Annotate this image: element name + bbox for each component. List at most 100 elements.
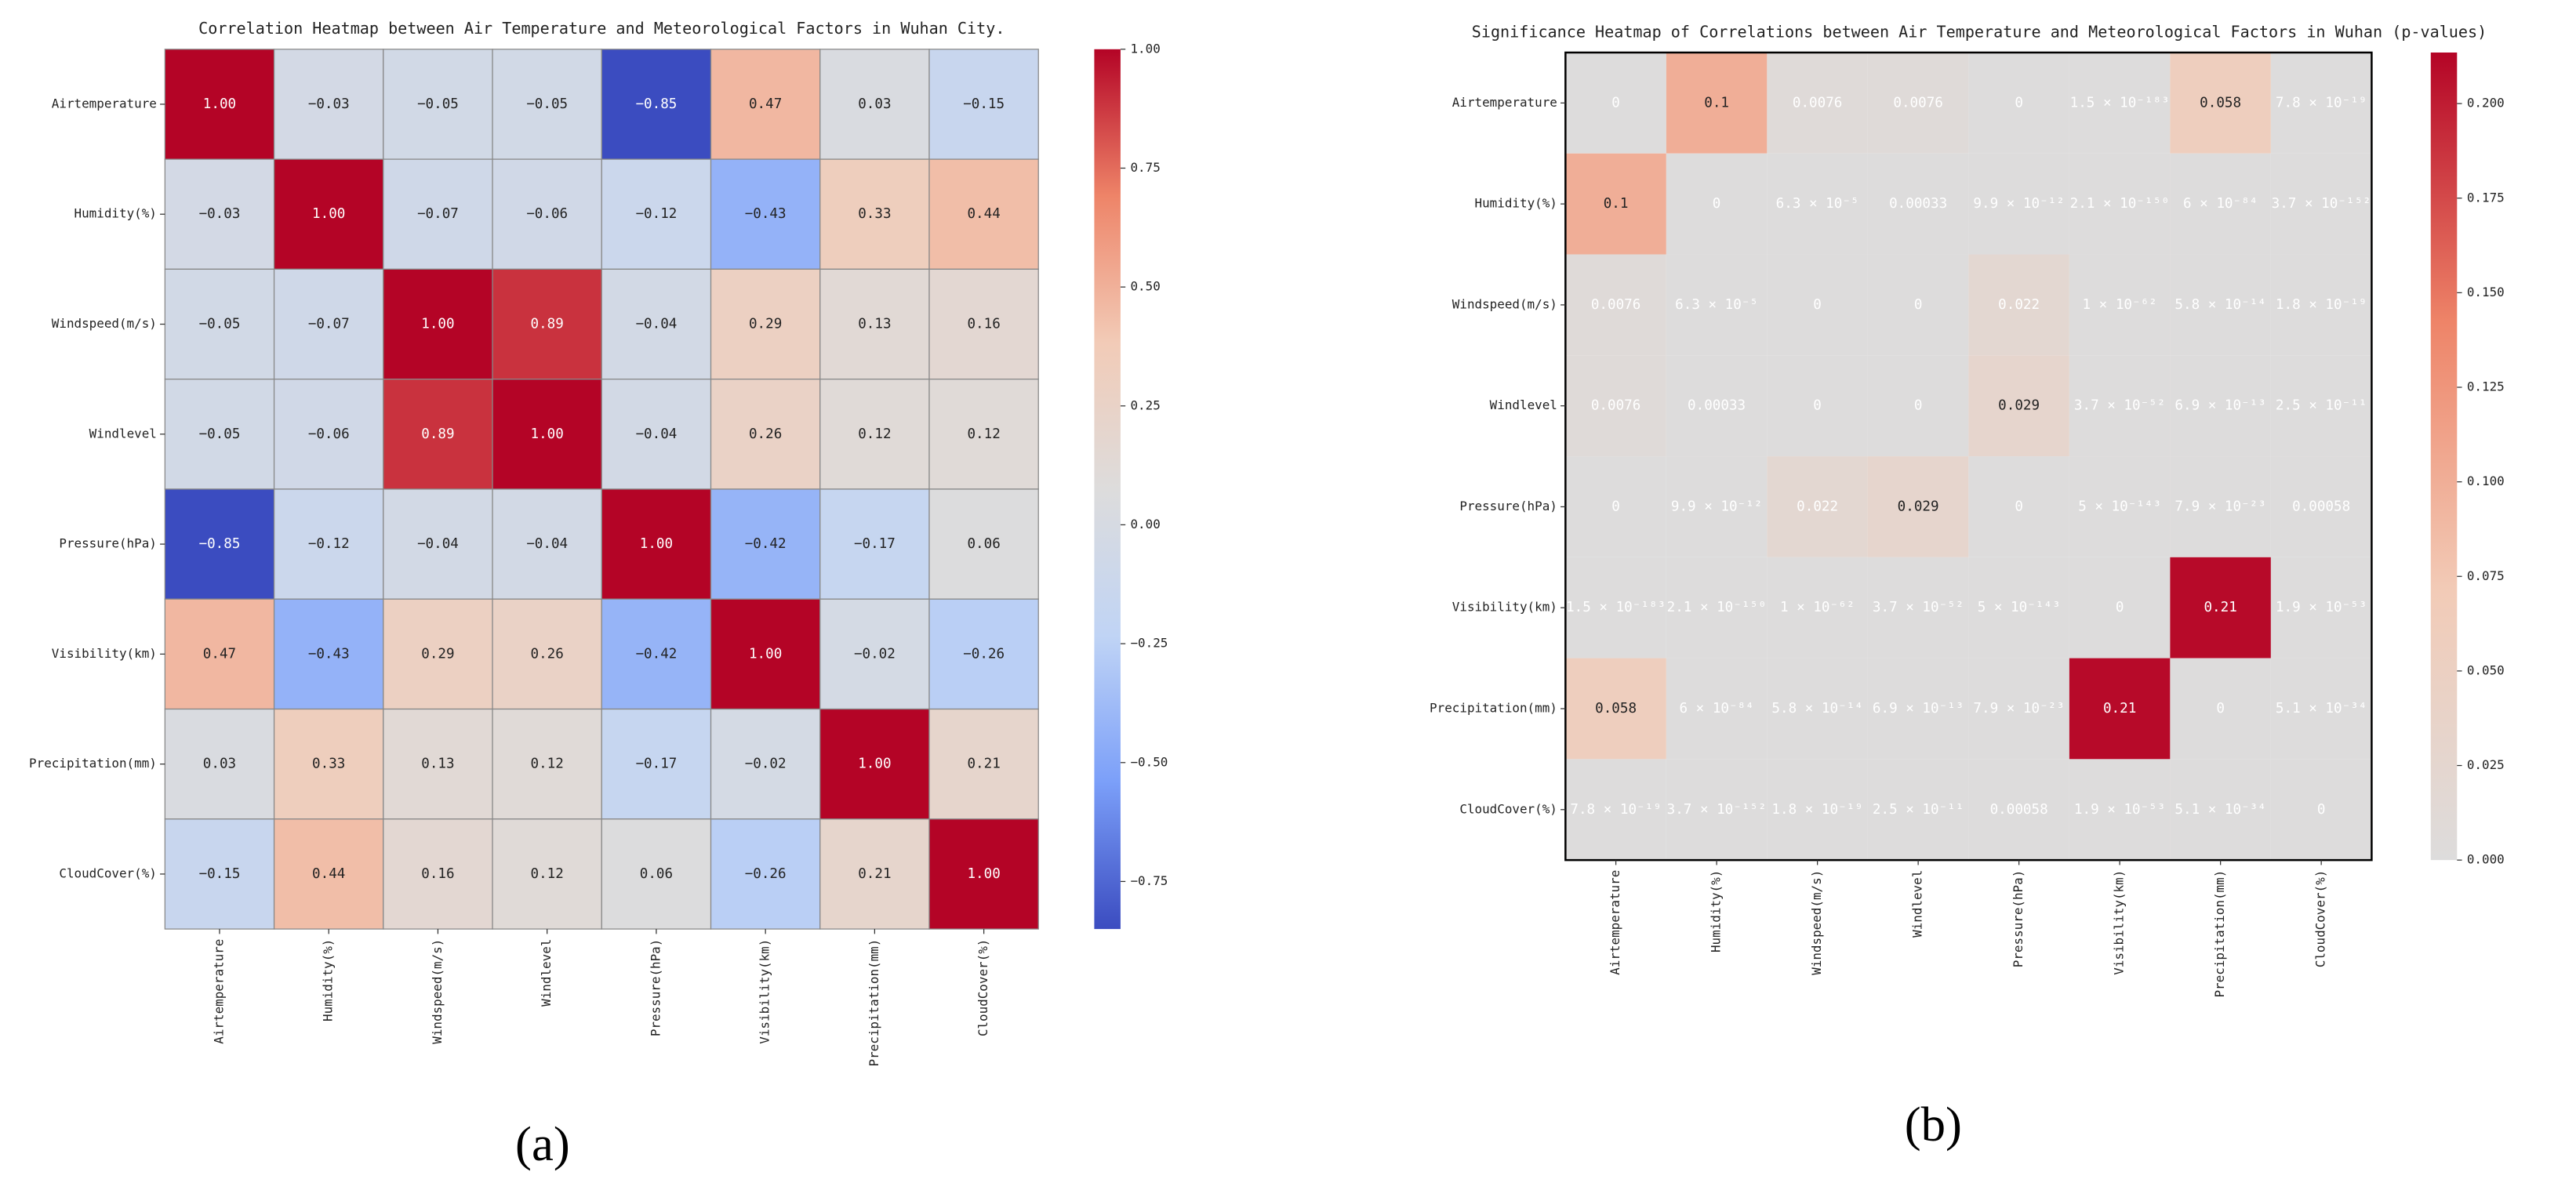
heatmap-cell bbox=[1666, 355, 1768, 457]
heatmap-cell bbox=[1565, 53, 1666, 154]
heatmap-cell bbox=[601, 268, 712, 380]
heatmap-cell bbox=[601, 49, 712, 160]
heatmap-cell bbox=[1666, 759, 1768, 861]
cell-label: 0 bbox=[2015, 499, 2023, 514]
heatmap-cell bbox=[383, 268, 493, 380]
cell-label: 9.9 × 10⁻¹² bbox=[1973, 196, 2064, 212]
cell-label: −0.43 bbox=[308, 646, 350, 662]
cell-label: 0.0076 bbox=[1793, 95, 1843, 111]
heatmap-cell bbox=[1767, 254, 1868, 356]
cell-label: 0 bbox=[2317, 802, 2326, 818]
cell-label: −0.42 bbox=[635, 646, 677, 662]
cell-label: −0.07 bbox=[417, 206, 459, 222]
cell-label: 6 × 10⁻⁸⁴ bbox=[2183, 196, 2258, 212]
heatmap-cell bbox=[1767, 658, 1868, 760]
heatmap-cell bbox=[710, 818, 821, 930]
x-tick-label: Airtemperature bbox=[1608, 870, 1622, 975]
heatmap-cell bbox=[1565, 153, 1666, 255]
heatmap-cell bbox=[383, 818, 493, 930]
cell-label: 0.16 bbox=[967, 317, 1000, 332]
heatmap-cell bbox=[710, 49, 821, 160]
heatmap-cell bbox=[1565, 355, 1666, 457]
x-tick-label: CloudCover(%) bbox=[976, 939, 990, 1037]
heatmap-cell bbox=[273, 49, 384, 160]
cell-label: 5 × 10⁻¹⁴³ bbox=[2078, 499, 2161, 514]
heatmap-cell bbox=[601, 598, 712, 710]
cell-label: 0 bbox=[1713, 196, 1721, 212]
heatmap-cell bbox=[164, 49, 275, 160]
heatmap-cell bbox=[273, 598, 384, 710]
cell-label: 1.00 bbox=[421, 317, 454, 332]
heatmap-cell bbox=[1867, 254, 1969, 356]
cell-label: 0.058 bbox=[1595, 701, 1637, 717]
cell-label: −0.85 bbox=[199, 536, 241, 552]
cell-label: −0.07 bbox=[308, 317, 350, 332]
heatmap-cell bbox=[1968, 759, 2069, 861]
heatmap-cell bbox=[383, 598, 493, 710]
heatmap-cell bbox=[1666, 254, 1768, 356]
heatmap-cell bbox=[1968, 557, 2069, 658]
heatmap-cell bbox=[2170, 355, 2271, 457]
heatmap-cell bbox=[273, 158, 384, 270]
heatmap-cell bbox=[601, 379, 712, 490]
cell-label: 0.21 bbox=[858, 866, 891, 882]
heatmap-cell bbox=[1968, 456, 2069, 557]
x-tick-label: Windlevel bbox=[1910, 870, 1925, 938]
cell-label: 7.8 × 10⁻¹⁹ bbox=[1570, 802, 1661, 818]
colorbar-tick-label: 0.100 bbox=[2467, 473, 2505, 488]
heatmap-cell bbox=[2170, 456, 2271, 557]
heatmap-cell bbox=[2069, 658, 2171, 760]
cell-label: 0 bbox=[1914, 398, 1923, 414]
cell-label: 0.47 bbox=[749, 96, 782, 112]
x-tick-label: Visibility(km) bbox=[2112, 870, 2127, 975]
colorbar-tick-label: 0.150 bbox=[2467, 285, 2505, 299]
heatmap-cell bbox=[1666, 153, 1768, 255]
x-tick-label: Windspeed(m/s) bbox=[1809, 870, 1824, 975]
heatmap-cell bbox=[928, 818, 1039, 930]
heatmap-cell bbox=[1666, 557, 1768, 658]
cell-label: 0.058 bbox=[2200, 95, 2241, 111]
cell-label: 5.8 × 10⁻¹⁴ bbox=[1771, 701, 1862, 717]
colorbar-tick-label: 0.50 bbox=[1130, 279, 1160, 294]
cell-label: 0 bbox=[1914, 297, 1923, 313]
cell-label: 1.00 bbox=[531, 426, 564, 442]
cell-label: −0.15 bbox=[963, 96, 1005, 112]
cell-label: −0.26 bbox=[745, 866, 787, 882]
heatmap-cell bbox=[2170, 759, 2271, 861]
y-tick-label: Precipitation(mm) bbox=[1430, 700, 1557, 715]
cell-label: −0.17 bbox=[635, 756, 677, 772]
cell-label: 0.12 bbox=[531, 866, 564, 882]
heatmap-cell bbox=[1867, 456, 1969, 557]
heatmap-cell bbox=[2270, 557, 2372, 658]
cell-label: 2.1 × 10⁻¹⁵⁰ bbox=[1667, 600, 1767, 615]
heatmap-cell bbox=[710, 598, 821, 710]
y-tick-label: Pressure(hPa) bbox=[1459, 499, 1557, 513]
cell-label: −0.04 bbox=[635, 426, 677, 442]
heatmap-cell bbox=[2170, 557, 2271, 658]
cell-label: 3.7 × 10⁻⁵² bbox=[2074, 398, 2165, 414]
cell-label: 6 × 10⁻⁸⁴ bbox=[1679, 701, 1753, 717]
y-tick-label: Precipitation(mm) bbox=[29, 756, 157, 771]
heatmap-cell bbox=[1565, 456, 1666, 557]
cell-label: 0.89 bbox=[421, 426, 454, 442]
heatmap-cell bbox=[1767, 355, 1868, 457]
cell-label: 0.21 bbox=[2103, 701, 2136, 717]
heatmap-cell bbox=[2069, 456, 2171, 557]
cell-label: 0.00033 bbox=[1688, 398, 1746, 414]
cell-label: −0.05 bbox=[199, 426, 241, 442]
heatmap-cell bbox=[1867, 759, 1969, 861]
colorbar-tick-label: 0.200 bbox=[2467, 96, 2505, 111]
heatmap-cell bbox=[164, 379, 275, 490]
heatmap-cell bbox=[601, 818, 712, 930]
heatmap-cell bbox=[273, 268, 384, 380]
heatmap-cell bbox=[928, 708, 1039, 820]
colorbar-tick-label: 0.75 bbox=[1130, 160, 1160, 175]
cell-label: 1.00 bbox=[858, 756, 891, 772]
colorbar-tick-label: 1.00 bbox=[1130, 41, 1160, 56]
cell-label: −0.85 bbox=[635, 96, 677, 112]
heatmap-cell bbox=[710, 158, 821, 270]
heatmap-cell bbox=[2069, 759, 2171, 861]
cell-label: 0.06 bbox=[640, 866, 673, 882]
cell-label: 0 bbox=[1611, 499, 1620, 514]
